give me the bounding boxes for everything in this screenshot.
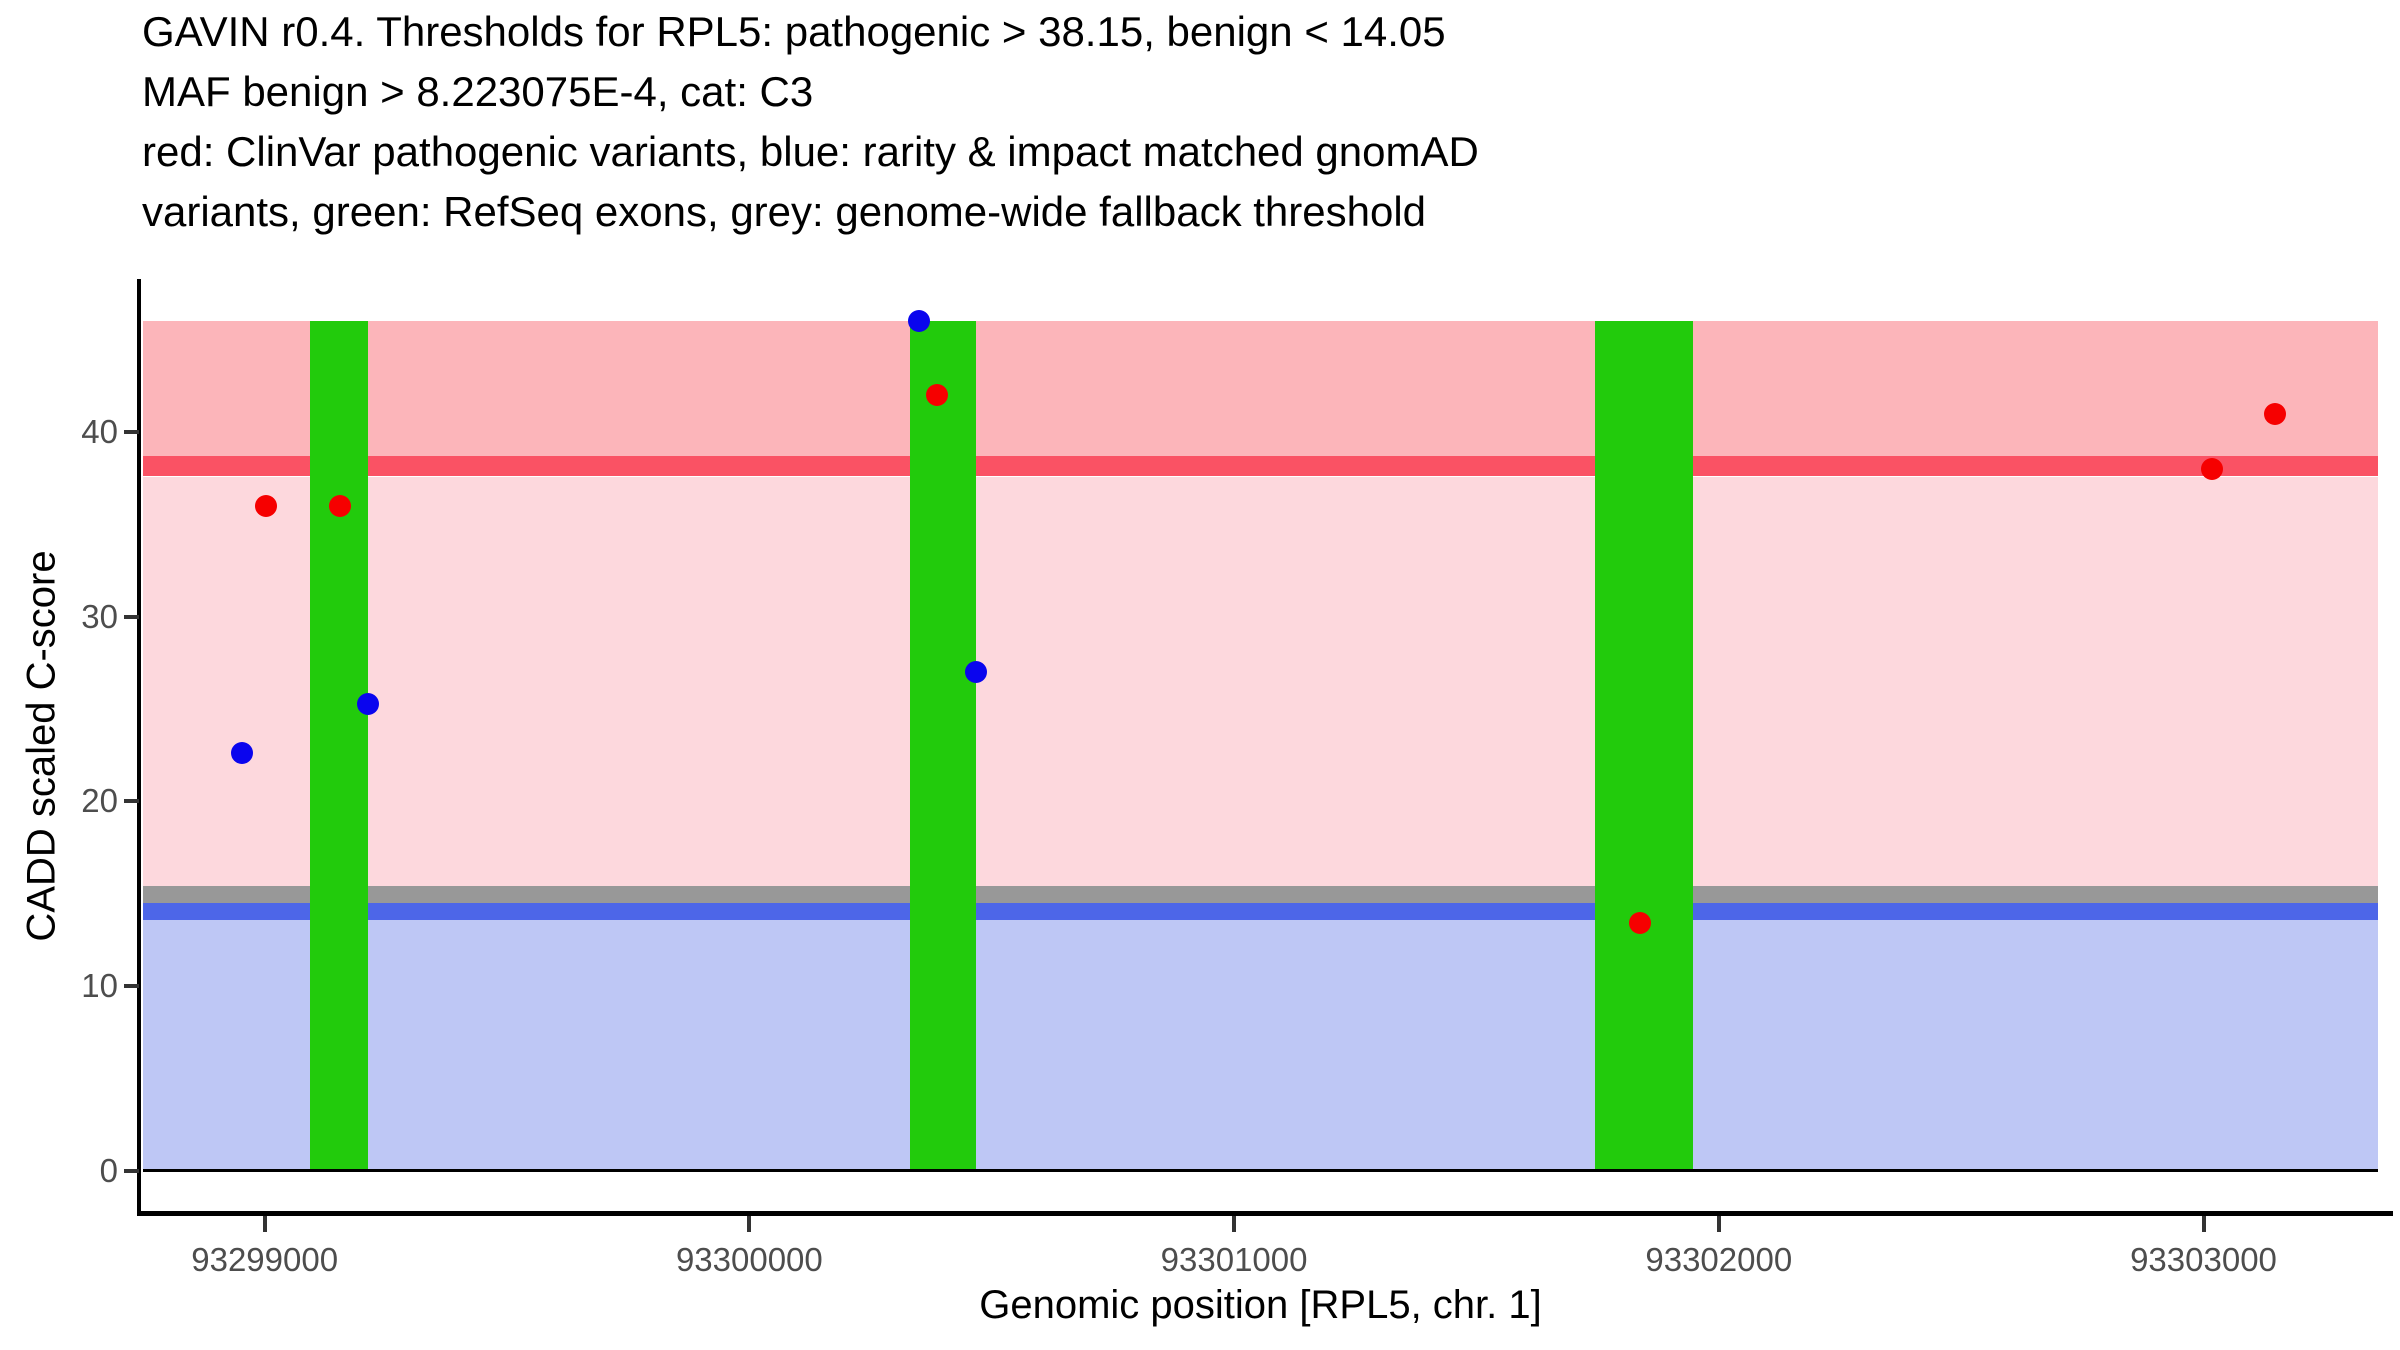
x-tick-label: 93299000 [191,1241,339,1278]
clinvar-pathogenic-variant-point [2263,402,2286,425]
x-tick-mark [1716,1216,1721,1232]
clinvar-pathogenic-variant-point [1628,912,1651,935]
x-tick-label: 93303000 [2130,1241,2277,1278]
pathogenic-region [143,321,2378,457]
clinvar-pathogenic-variant-point [328,495,351,518]
gnomad-variant-point [964,661,987,684]
zero-line [143,1169,2378,1173]
y-tick-label: 30 [81,597,118,635]
plot-title: GAVIN r0.4. Thresholds for RPL5: pathoge… [142,2,1479,242]
gnomad-variant-point [356,692,379,715]
x-axis-title: Genomic position [RPL5, chr. 1] [979,1283,1542,1327]
y-tick-label: 10 [81,966,118,1004]
x-tick-label: 93301000 [1160,1241,1308,1278]
y-tick-mark [124,430,139,435]
refseq-exon-bar [1594,321,1693,1171]
y-tick-mark [124,1168,139,1173]
gnomad-variant-point [908,310,931,333]
y-tick-mark [124,983,139,988]
genome-wide-fallback-band [143,886,2378,903]
plot-title-line-4: variants, green: RefSeq exons, grey: gen… [142,188,1427,235]
y-tick-label: 0 [99,1151,118,1189]
y-axis-line [137,279,141,1216]
x-tick-mark [1232,1216,1237,1232]
clinvar-pathogenic-variant-point [2200,458,2223,481]
benign-region [143,919,2378,1171]
plot-title-line-2: MAF benign > 8.223075E-4, cat: C3 [142,68,814,115]
clinvar-pathogenic-variant-point [925,384,948,407]
gnomad-variant-point [230,742,253,765]
plot-title-line-1: GAVIN r0.4. Thresholds for RPL5: pathoge… [142,8,1446,55]
pathogenic-threshold-band [143,456,2378,477]
vous-region [143,476,2378,887]
refseq-exon-bar [909,321,976,1171]
x-tick-mark [2201,1216,2206,1232]
y-tick-label: 20 [81,782,118,820]
x-tick-mark [262,1216,267,1232]
x-tick-label: 93302000 [1645,1241,1793,1278]
refseq-exon-bar [309,321,368,1171]
x-tick-mark [747,1216,752,1232]
y-tick-mark [124,799,139,804]
y-tick-mark [124,614,139,619]
y-tick-label: 40 [81,413,118,451]
benign-threshold-band [143,902,2378,920]
x-tick-label: 93300000 [675,1241,823,1278]
x-axis-line [137,1211,2393,1216]
clinvar-pathogenic-variant-point [255,495,278,518]
plot-title-line-3: red: ClinVar pathogenic variants, blue: … [142,128,1479,175]
